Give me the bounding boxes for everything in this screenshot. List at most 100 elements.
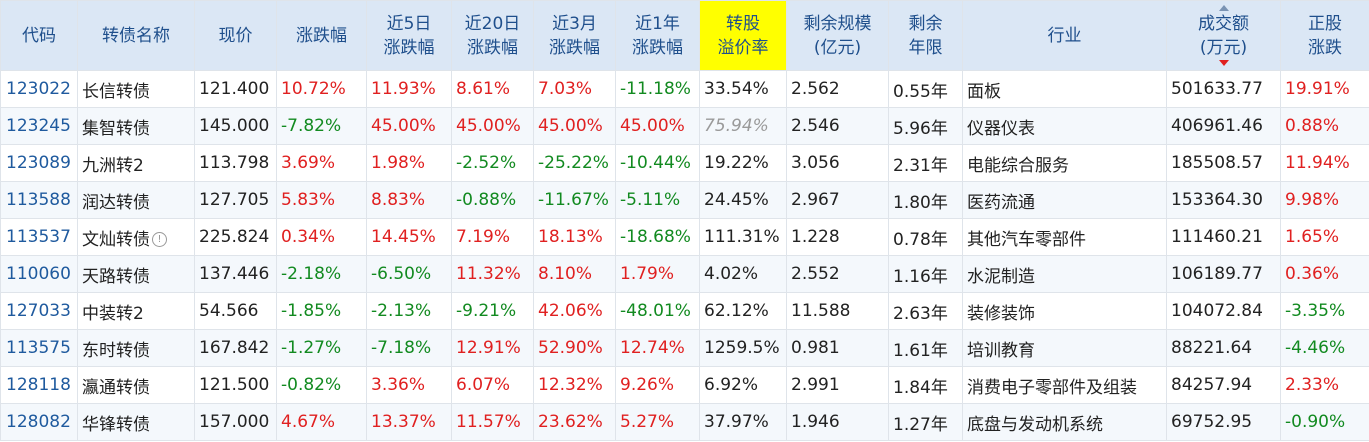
cell-code-text: 128082: [6, 412, 71, 432]
cell-code[interactable]: 123245: [0, 107, 78, 145]
cell-change-text: -1.27%: [281, 338, 342, 358]
cell-conversion-premium: 33.54%: [699, 70, 787, 108]
cell-volume-text: 84257.94: [1171, 375, 1253, 395]
cell-code-text: 127033: [6, 301, 71, 321]
header-label-line: 代码: [22, 25, 56, 46]
table-row[interactable]: 113537 文灿转债! 225.824 0.34% 14.45% 7.19% 18.13%…: [0, 218, 1369, 256]
cell-change-20d-text: 11.57%: [456, 412, 521, 432]
header-label-line: 转股: [726, 13, 760, 34]
cell-code[interactable]: 113575: [0, 329, 78, 367]
cell-code[interactable]: 128118: [0, 366, 78, 404]
cell-code[interactable]: 113537: [0, 218, 78, 256]
cell-change-20d: -9.21%: [451, 292, 534, 330]
cell-bond-name-text: 长信转债: [82, 81, 150, 102]
cell-code-text: 110060: [6, 264, 71, 284]
cell-bond-name[interactable]: 润达转债: [77, 181, 195, 219]
col-header-conversion-premium[interactable]: 转股 溢价率: [699, 0, 787, 71]
cell-conversion-premium: 111.31%: [699, 218, 787, 256]
cell-code[interactable]: 110060: [0, 255, 78, 293]
cell-remaining-scale: 2.967: [786, 181, 889, 219]
table-row[interactable]: 123245 集智转债 145.000 -7.82% 45.00% 45.00% 45.00…: [0, 107, 1369, 145]
col-header-name[interactable]: 转债名称: [77, 0, 195, 71]
cell-bond-name[interactable]: 东时转债: [77, 329, 195, 367]
table-row[interactable]: 128082 华锋转债 157.000 4.67% 13.37% 11.57% 23.62%…: [0, 403, 1369, 441]
cell-volume: 88221.64: [1166, 329, 1281, 367]
cell-change-5d-text: 1.98%: [371, 153, 426, 173]
cell-change-1y: -11.18%: [615, 70, 700, 108]
cell-change-20d-text: -9.21%: [456, 301, 517, 321]
table-row[interactable]: 127033 中装转2 54.566 -1.85% -2.13% -9.21% 42.06%…: [0, 292, 1369, 330]
cell-bond-name-text: 华锋转债: [82, 414, 150, 435]
header-label-line: 涨跌幅: [383, 37, 435, 58]
cell-industry: 其他汽车零部件: [962, 218, 1167, 256]
cell-industry-text: 其他汽车零部件: [967, 229, 1086, 250]
cell-remaining-term-text: 1.84年: [893, 377, 948, 398]
info-icon[interactable]: !: [152, 232, 167, 247]
col-header-code[interactable]: 代码: [0, 0, 78, 71]
cell-price-text: 113.798: [199, 153, 270, 173]
col-header-change-20d[interactable]: 近20日 涨跌幅: [451, 0, 534, 71]
cell-bond-name[interactable]: 华锋转债: [77, 403, 195, 441]
cell-volume-text: 185508.57: [1171, 153, 1263, 173]
cell-change-1y: -5.11%: [615, 181, 700, 219]
table-row[interactable]: 128118 瀛通转债 121.500 -0.82% 3.36% 6.07% 12.32% 9…: [0, 366, 1369, 404]
cell-change-20d: -0.88%: [451, 181, 534, 219]
cell-change-5d: 11.93%: [366, 70, 452, 108]
cell-change-20d: 45.00%: [451, 107, 534, 145]
cell-bond-name[interactable]: 文灿转债!: [77, 218, 195, 256]
cell-code[interactable]: 123089: [0, 144, 78, 182]
cell-code[interactable]: 127033: [0, 292, 78, 330]
cell-change-3m: 8.10%: [533, 255, 616, 293]
sort-descending-icon[interactable]: [1218, 60, 1229, 66]
cell-bond-name[interactable]: 瀛通转债: [77, 366, 195, 404]
cell-bond-name[interactable]: 中装转2: [77, 292, 195, 330]
cell-bond-name[interactable]: 九洲转2: [77, 144, 195, 182]
cell-remaining-scale-text: 11.588: [791, 301, 851, 321]
cell-bond-name[interactable]: 天路转债: [77, 255, 195, 293]
cell-code[interactable]: 113588: [0, 181, 78, 219]
sort-ascending-icon[interactable]: [1218, 5, 1229, 11]
cell-code[interactable]: 123022: [0, 70, 78, 108]
cell-change-3m-text: 7.03%: [538, 79, 593, 99]
cell-change: 5.83%: [276, 181, 367, 219]
cell-stock-change-text: -0.90%: [1285, 412, 1346, 432]
col-header-stock-change[interactable]: 正股 涨跌: [1280, 0, 1369, 71]
cell-change-20d: 11.57%: [451, 403, 534, 441]
cell-price: 113.798: [194, 144, 277, 182]
table-row[interactable]: 123089 九洲转2 113.798 3.69% 1.98% -2.52% -25.22%…: [0, 144, 1369, 182]
col-header-change-1y[interactable]: 近1年 涨跌幅: [615, 0, 700, 71]
cell-industry-text: 底盘与发动机系统: [967, 414, 1103, 435]
col-header-change-5d[interactable]: 近5日 涨跌幅: [366, 0, 452, 71]
cell-conversion-premium: 62.12%: [699, 292, 787, 330]
cell-remaining-term-text: 2.63年: [893, 303, 948, 324]
cell-change-text: 4.67%: [281, 412, 336, 432]
table-row[interactable]: 113588 润达转债 127.705 5.83% 8.83% -0.88% -11.67%…: [0, 181, 1369, 219]
cell-bond-name-text: 瀛通转债: [82, 377, 150, 398]
table-row[interactable]: 113575 东时转债 167.842 -1.27% -7.18% 12.91% 52.90…: [0, 329, 1369, 367]
col-header-remaining-scale[interactable]: 剩余规模 (亿元): [786, 0, 889, 71]
cell-change-1y-text: 12.74%: [620, 338, 685, 358]
col-header-remaining-term[interactable]: 剩余 年限: [888, 0, 963, 71]
col-header-volume[interactable]: 成交额 (万元): [1166, 0, 1281, 71]
cell-change-1y-text: -18.68%: [620, 227, 691, 247]
cell-industry-text: 装修装饰: [967, 303, 1035, 324]
cell-code[interactable]: 128082: [0, 403, 78, 441]
col-header-change-3m[interactable]: 近3月 涨跌幅: [533, 0, 616, 71]
cell-change-text: 5.83%: [281, 190, 336, 210]
cell-change-1y: -18.68%: [615, 218, 700, 256]
col-header-industry[interactable]: 行业: [962, 0, 1167, 71]
table-row[interactable]: 123022 长信转债 121.400 10.72% 11.93% 8.61% 7.03% -…: [0, 70, 1369, 108]
cell-volume: 106189.77: [1166, 255, 1281, 293]
cell-industry-text: 水泥制造: [967, 266, 1035, 287]
cell-change-3m: -25.22%: [533, 144, 616, 182]
cell-bond-name[interactable]: 长信转债: [77, 70, 195, 108]
cell-remaining-scale-text: 1.946: [791, 412, 840, 432]
cell-stock-change-text: 11.94%: [1285, 153, 1350, 173]
col-header-price[interactable]: 现价: [194, 0, 277, 71]
cell-change: -0.82%: [276, 366, 367, 404]
cell-bond-name[interactable]: 集智转债: [77, 107, 195, 145]
table-row[interactable]: 110060 天路转债 137.446 -2.18% -6.50% 11.32% 8.10%…: [0, 255, 1369, 293]
col-header-change[interactable]: 涨跌幅: [276, 0, 367, 71]
header-label-line: 近20日: [464, 13, 521, 34]
